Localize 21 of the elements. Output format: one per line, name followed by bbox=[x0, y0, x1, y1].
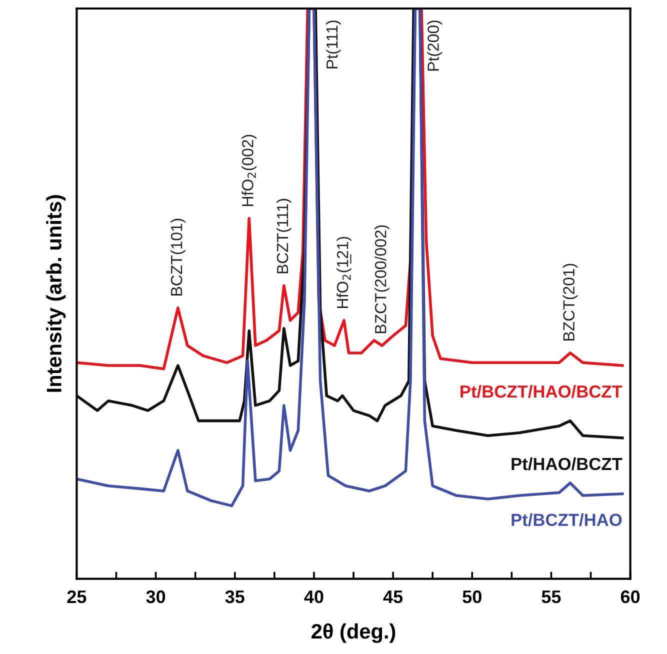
annotation: Pt(111) bbox=[326, 20, 341, 68]
x-tick-label: 55 bbox=[542, 590, 561, 604]
x-tick-label: 40 bbox=[304, 590, 324, 604]
series-label: Pt/BCZT/HAO/BCZT bbox=[460, 384, 622, 398]
series-label: Pt/BCZT/HAO bbox=[512, 513, 622, 526]
annotation: Pt(200) bbox=[427, 20, 442, 71]
y-axis-title: Intensity (arb. units) bbox=[46, 195, 66, 392]
x-tick-label: 45 bbox=[383, 590, 403, 604]
annotation: BZCT(201) bbox=[562, 264, 578, 341]
x-tick-label: 30 bbox=[146, 590, 166, 604]
annotation: HfO$_{2}$(002) bbox=[242, 134, 256, 206]
annotation: BZCT(200/002) bbox=[374, 225, 390, 334]
x-axis-title: 2θ (deg.) bbox=[312, 623, 396, 643]
x-tick-label: 25 bbox=[67, 590, 86, 604]
annotation: BCZT(101) bbox=[170, 218, 186, 296]
annotation: BCZT(111) bbox=[276, 198, 292, 274]
x-tick-label: 60 bbox=[620, 590, 640, 604]
annotation: HfO$_{2}$(1̲21) bbox=[336, 236, 352, 308]
series-label: Pt/HAO/BCZT bbox=[512, 457, 622, 470]
x-tick-label: 35 bbox=[225, 590, 244, 604]
x-tick-label: 50 bbox=[462, 590, 482, 604]
